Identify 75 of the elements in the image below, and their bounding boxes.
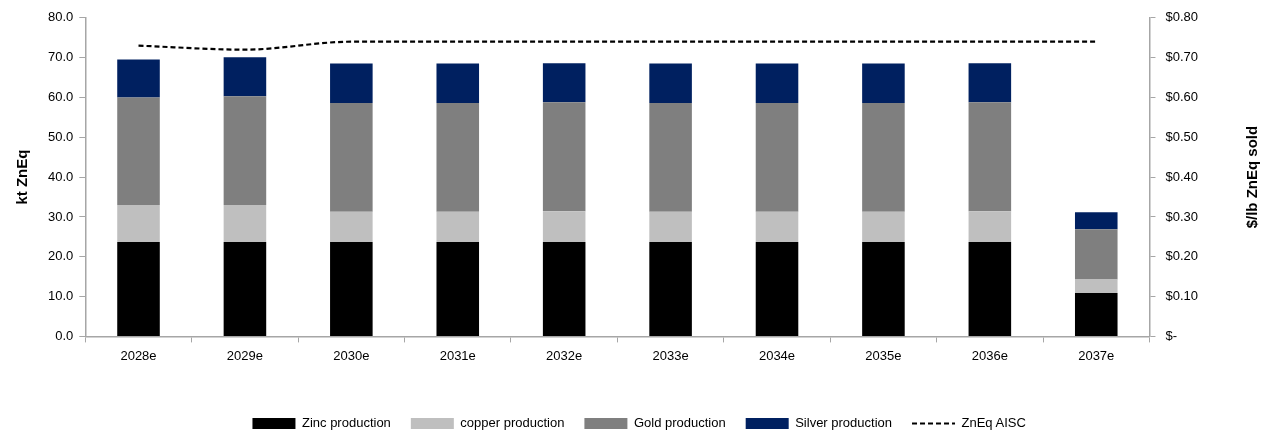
bar [649, 63, 692, 104]
y-tick-label: 40.0 [47, 168, 74, 184]
x-tick-label: 2035e [865, 347, 902, 363]
bar [542, 242, 586, 336]
bar [436, 103, 480, 212]
y2-tick-label: $0.50 [1165, 128, 1199, 144]
y-tick-label: 30.0 [47, 208, 74, 224]
x-tick-label: 2028e [120, 347, 157, 363]
legend-label: Silver production [795, 415, 893, 431]
bar [117, 204, 160, 243]
bar [968, 211, 1012, 243]
bar [862, 63, 905, 104]
bar [436, 211, 480, 243]
y2-axis-title: $/lb ZnEq sold [1243, 125, 1261, 229]
bar [436, 63, 480, 104]
y-tick-label: 0.0 [55, 327, 74, 343]
y2-tick-label: $0.10 [1165, 288, 1199, 304]
x-tick-label: 2037e [1078, 347, 1115, 363]
bar [755, 103, 799, 212]
bar [862, 103, 905, 212]
bar [1074, 292, 1118, 336]
legend-label: Gold production [633, 415, 726, 431]
x-tick-label: 2036e [971, 347, 1008, 363]
y2-tick-label: $0.40 [1165, 168, 1199, 184]
bar [223, 96, 267, 205]
bar [117, 242, 160, 336]
bar [649, 242, 692, 336]
bar [223, 204, 267, 243]
y2-tick-label: $- [1165, 327, 1178, 343]
y-tick-label: 60.0 [47, 89, 74, 105]
x-tick-label: 2030e [333, 347, 370, 363]
bar [223, 242, 267, 336]
y-tick-label: 80.0 [47, 9, 74, 25]
bar [968, 242, 1012, 336]
x-tick-label: 2033e [652, 347, 689, 363]
bar [968, 102, 1012, 212]
y2-tick-label: $0.60 [1165, 89, 1199, 105]
bar [649, 211, 692, 243]
legend-label: copper production [460, 415, 565, 431]
y-tick-label: 10.0 [47, 288, 74, 304]
x-tick-label: 2031e [439, 347, 476, 363]
bar [223, 57, 267, 97]
y2-tick-label: $0.80 [1165, 9, 1199, 25]
bar [542, 102, 586, 212]
x-tick-label: 2034e [758, 347, 796, 363]
bar [117, 97, 160, 205]
bar [649, 103, 692, 212]
legend-label: ZnEq AISC [961, 415, 1026, 431]
x-tick-label: 2032e [546, 347, 583, 363]
bar [330, 242, 373, 336]
bar [755, 242, 799, 336]
bar [968, 63, 1012, 103]
legend-label: Zinc production [301, 415, 391, 431]
bar [330, 63, 373, 104]
y-axis-title: kt ZnEq [13, 149, 31, 205]
bar [117, 59, 160, 98]
y2-tick-label: $0.20 [1165, 248, 1199, 264]
bar [542, 63, 586, 103]
bar [862, 211, 905, 243]
bar [1074, 229, 1118, 280]
bar [542, 211, 586, 243]
bar [330, 211, 373, 243]
y-tick-label: 70.0 [47, 49, 74, 65]
x-tick-label: 2029e [226, 347, 263, 363]
bar [436, 242, 480, 336]
bar [330, 103, 373, 212]
bar [1074, 212, 1118, 230]
y-tick-label: 50.0 [47, 128, 74, 144]
y2-tick-label: $0.30 [1165, 208, 1199, 224]
y-tick-label: 20.0 [47, 248, 74, 264]
bar [862, 242, 905, 336]
y2-tick-label: $0.70 [1165, 49, 1199, 65]
bar [1074, 279, 1118, 293]
bar [755, 211, 799, 243]
bar [755, 63, 799, 104]
